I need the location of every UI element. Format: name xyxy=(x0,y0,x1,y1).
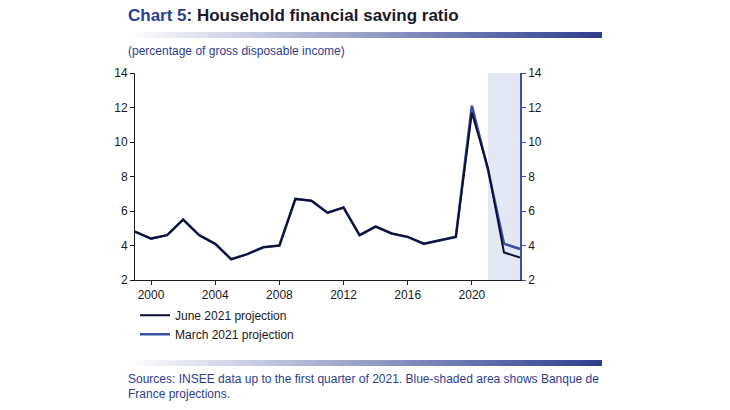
svg-text:March 2021 projection: March 2021 projection xyxy=(175,328,294,342)
svg-text:12: 12 xyxy=(528,101,542,115)
svg-text:12: 12 xyxy=(114,101,128,115)
svg-text:14: 14 xyxy=(528,66,542,80)
svg-text:2008: 2008 xyxy=(266,288,293,302)
svg-text:8: 8 xyxy=(121,170,128,184)
svg-text:2012: 2012 xyxy=(330,288,357,302)
svg-text:8: 8 xyxy=(528,170,535,184)
svg-text:4: 4 xyxy=(121,239,128,253)
svg-text:10: 10 xyxy=(114,135,128,149)
svg-text:2016: 2016 xyxy=(394,288,421,302)
svg-text:2: 2 xyxy=(528,273,535,287)
html-text:(percentage of gross disposabl: (percentage of gross disposable income) xyxy=(128,44,345,58)
svg-text:4: 4 xyxy=(528,239,535,253)
svg-text:2: 2 xyxy=(121,273,128,287)
svg-text:6: 6 xyxy=(121,204,128,218)
html-text:Chart 5: Household financial s: Chart 5: Household financial saving rati… xyxy=(128,6,459,25)
svg-text:2020: 2020 xyxy=(459,288,486,302)
html-text:Sources: INSEE data up to the: Sources: INSEE data up to the first quar… xyxy=(128,372,599,401)
svg-text:10: 10 xyxy=(528,135,542,149)
svg-text:June 2021 projection: June 2021 projection xyxy=(175,309,286,323)
svg-text:6: 6 xyxy=(528,204,535,218)
svg-text:2004: 2004 xyxy=(202,288,229,302)
svg-text:2000: 2000 xyxy=(138,288,165,302)
svg-text:14: 14 xyxy=(114,66,128,80)
